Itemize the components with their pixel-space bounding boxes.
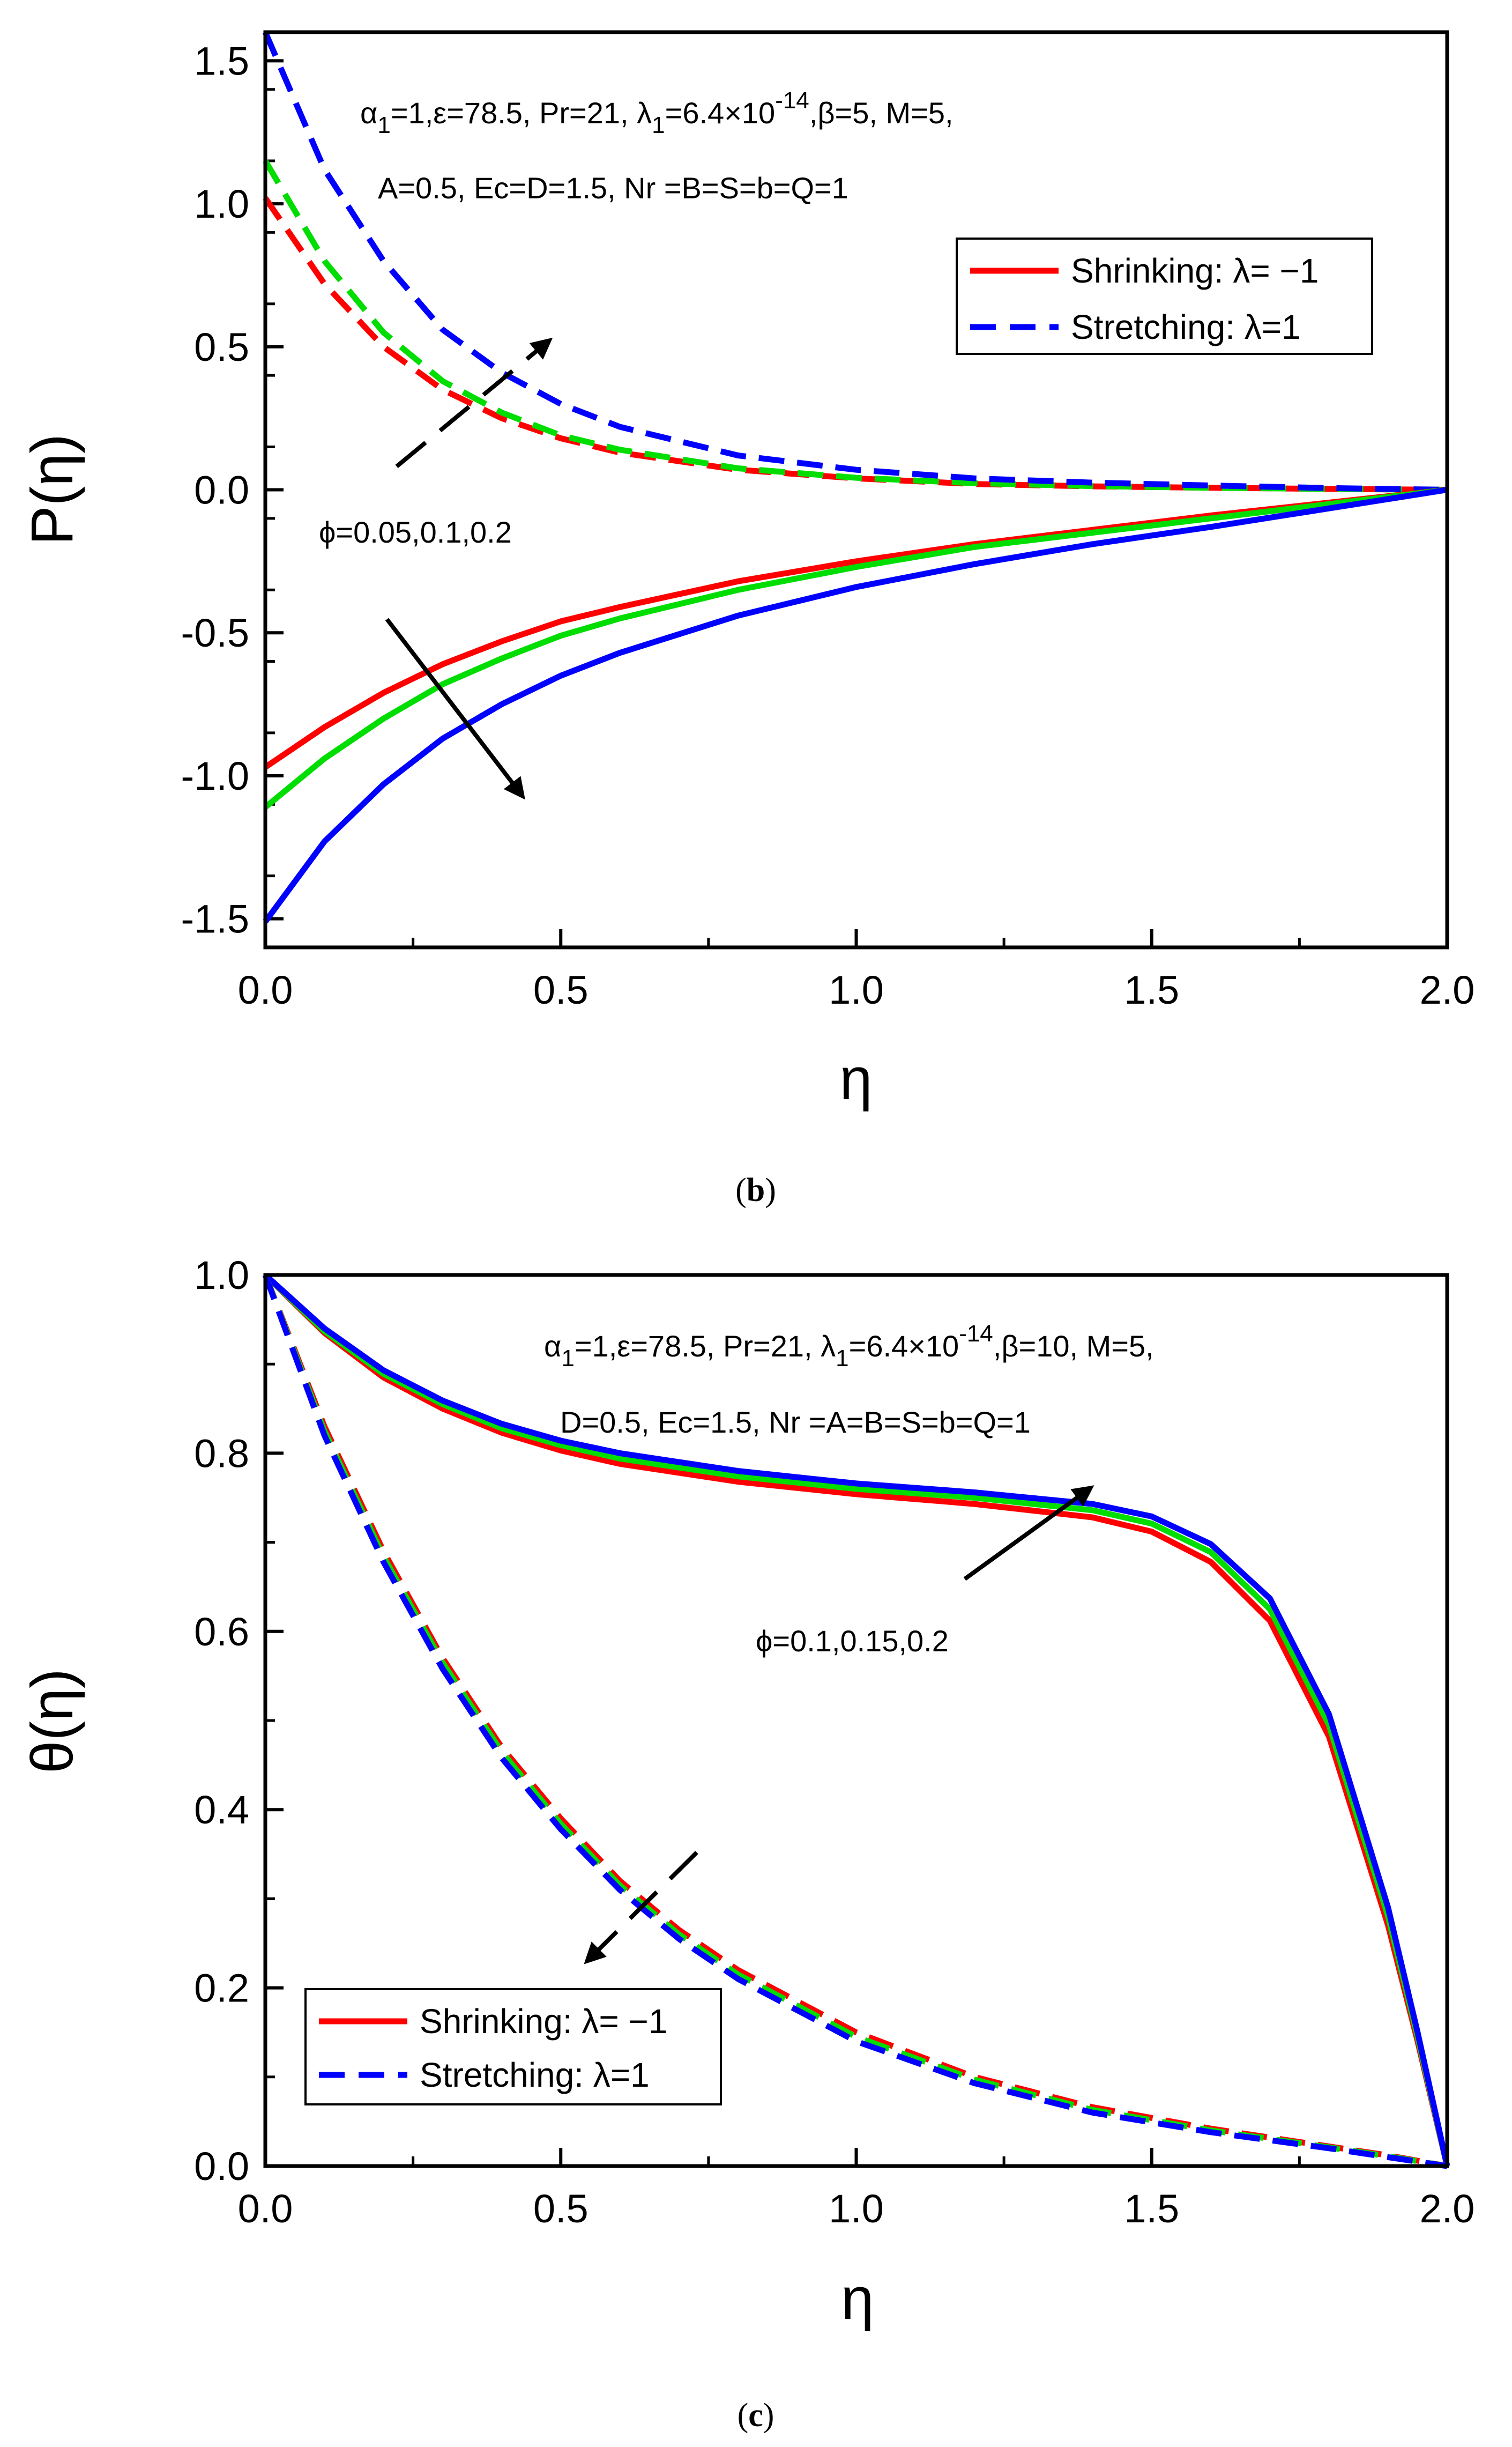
panel-b-x-tick-label: 0.0 <box>238 968 293 1012</box>
panel-b-caption: (b) <box>735 1172 776 1208</box>
panel-c-y-tick-label: 1.0 <box>194 1253 249 1297</box>
panel-c-legend-box <box>304 1988 722 2105</box>
panel-b-series-4-line <box>263 487 1448 810</box>
panel-c-params-line2: D=0.5, Ec=1.5, Nr =A=B=S=b=Q=1 <box>560 1405 1031 1439</box>
panel-b-y-tick-label: -1.0 <box>181 754 249 798</box>
panel-c-x-axis-label: η <box>841 2266 874 2332</box>
panel-b-legend-box <box>956 238 1373 355</box>
panel-c-x-tick-labels: 0.0 0.5 1.0 1.5 2.0 <box>238 2186 1475 2231</box>
panel-c-arrow-solid <box>963 1485 1094 1581</box>
panel-c-x-tick-label: 1.5 <box>1124 2186 1179 2231</box>
panel-c-caption: (c) <box>738 2397 774 2434</box>
panel-b-y-tick-labels: 1.5 1.0 0.5 0.0 -0.5 -1.0 -1.5 <box>181 39 249 941</box>
panel-c-x-tick-label: 1.0 <box>829 2186 884 2231</box>
panel-b-legend: Shrinking: λ= −1 Stretching: λ=1 <box>956 238 1373 355</box>
panel-c-series-2-line <box>263 1272 1450 2167</box>
panel-b-x-tick-label: 1.5 <box>1124 968 1179 1012</box>
panel-c-y-axis-label: θ(η) <box>19 1669 85 1774</box>
panel-c-x-tick-label: 0.5 <box>533 2186 589 2231</box>
panel-c-legend-shrinking-label: Shrinking: λ= −1 <box>420 2002 668 2041</box>
panel-b-arrow-solid <box>385 618 525 800</box>
panel-c-x-tick-label: 2.0 <box>1420 2186 1475 2231</box>
panel-c-legend-stretching-label: Stretching: λ=1 <box>420 2056 650 2094</box>
panel-c-y-tick-label: 0.6 <box>194 1610 249 1654</box>
panel-c-phi-label: ϕ=0.1,0.15,0.2 <box>756 1624 949 1658</box>
panel-c-y-tick-label: 0.4 <box>194 1788 249 1832</box>
panel-b-x-tick-label: 2.0 <box>1420 968 1475 1012</box>
panel-b-x-tick-labels: 0.0 0.5 1.0 1.5 2.0 <box>238 968 1475 1012</box>
panel-c-series <box>262 1272 1450 2169</box>
panel-c: 1.00.80.60.40.20.0 0.0 0.5 1.0 1.5 2.0 θ(η) … <box>19 1253 1474 2434</box>
panel-c-series-1-line <box>263 1273 1450 2167</box>
panel-b-y-tick-label: -1.5 <box>181 897 249 941</box>
panel-b-y-tick-label: 1.0 <box>194 182 249 226</box>
panel-b-params-line2: A=0.5, Ec=D=1.5, Nr =B=S=b=Q=1 <box>378 171 848 205</box>
panel-b-y-tick-label: 0.5 <box>194 325 249 369</box>
panel-b-y-tick-label: -0.5 <box>181 611 249 655</box>
panel-b-legend-stretching-label: Stretching: λ=1 <box>1071 308 1301 346</box>
panel-b-y-axis-label: P(η) <box>19 434 85 545</box>
panel-b-plot-frame <box>263 30 1449 950</box>
panel-c-series-5-line <box>262 1274 1448 2169</box>
panel-b-y-tick-label: 0.0 <box>194 468 249 513</box>
panel-b-phi-label: ϕ=0.05,0.1,0.2 <box>319 515 512 549</box>
panel-b-y-tick-label: 1.5 <box>194 39 249 83</box>
panel-b-params-line1: α1=1,ε=78.5, Pr=21, λ1=6.4×10-14,β=5, M=… <box>360 87 954 138</box>
panel-b-series-5-line <box>263 487 1448 924</box>
panel-b-x-axis-label: η <box>839 1046 872 1112</box>
panel-c-y-tick-label: 0.2 <box>194 1966 249 2011</box>
panel-b-series <box>262 31 1448 924</box>
panel-c-plot-frame <box>263 1273 1449 2168</box>
panel-b-legend-shrinking-label: Shrinking: λ= −1 <box>1071 251 1319 290</box>
panel-c-y-tick-labels: 1.0 0.8 0.6 0.4 0.2 0.0 <box>194 1253 249 2189</box>
panel-c-params-line1: α1=1,ε=78.5, Pr=21, λ1=6.4×10-14,β=10, M… <box>544 1321 1154 1371</box>
panel-c-y-tick-label: 0.0 <box>194 2144 249 2189</box>
panel-b-series-2-line <box>262 31 1448 493</box>
panel-c-series-0-line <box>263 1273 1450 2167</box>
panel-b: 1.5 1.0 0.5 0.0 -0.5 -1.0 -1.5 0.0 0.5 1.0 1.5 2.0… <box>19 30 1475 1208</box>
panel-b-x-tick-label: 0.5 <box>533 968 589 1012</box>
panel-b-x-tick-label: 1.0 <box>829 968 884 1012</box>
panel-c-arrow-dashed <box>584 1851 698 1964</box>
panel-c-legend: Shrinking: λ= −1 Stretching: λ=1 <box>304 1988 722 2105</box>
panel-c-y-tick-label: 0.8 <box>194 1431 249 1475</box>
panel-b-arrow-dashed <box>395 337 553 469</box>
panel-c-x-tick-label: 0.0 <box>238 2186 293 2231</box>
